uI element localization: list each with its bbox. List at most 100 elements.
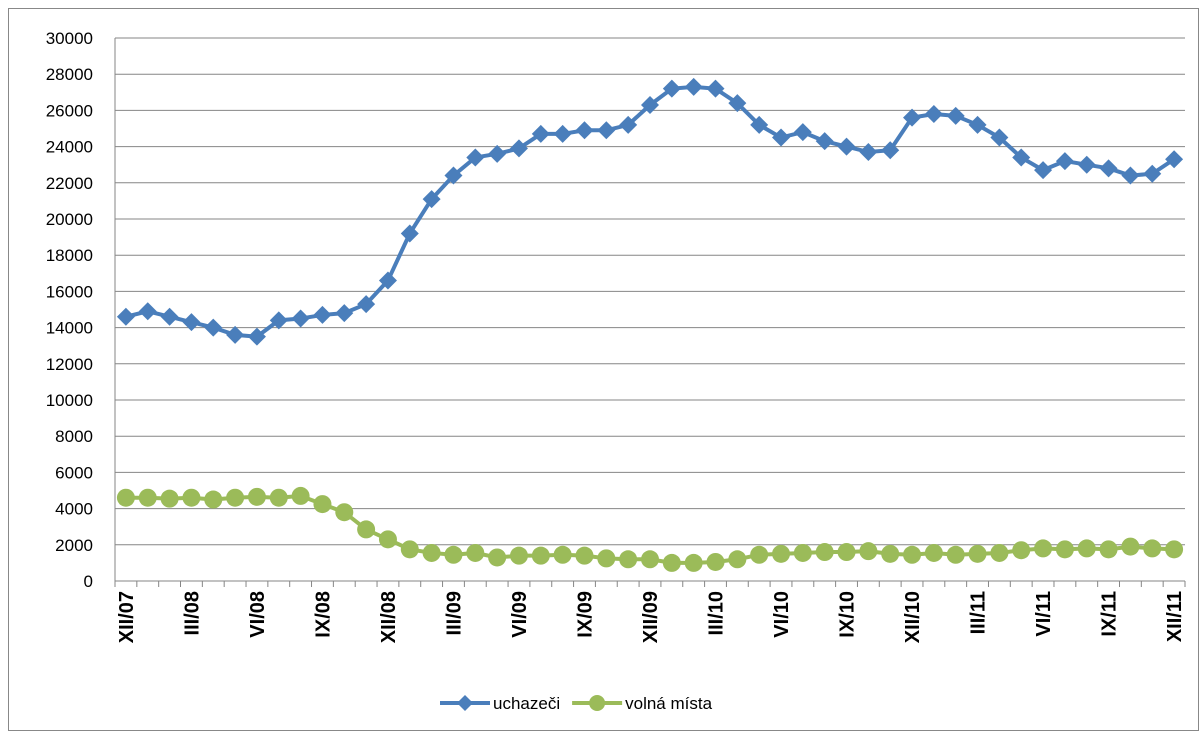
y-tick-label: 24000 — [46, 138, 93, 157]
y-tick-label: 30000 — [46, 29, 93, 48]
x-tick-label: IX/11 — [1099, 591, 1121, 637]
point — [597, 121, 616, 140]
point — [859, 542, 878, 561]
point — [247, 327, 266, 346]
point — [1055, 152, 1074, 171]
point — [903, 545, 922, 564]
x-tick-label: III/09 — [443, 591, 465, 635]
y-tick-label: 8000 — [55, 427, 93, 446]
y-tick-label: 18000 — [46, 246, 93, 265]
point — [466, 148, 485, 167]
y-tick-label: 28000 — [46, 65, 93, 84]
point — [946, 106, 965, 125]
point — [509, 139, 528, 158]
point — [684, 553, 703, 572]
point — [1055, 540, 1074, 559]
y-tick-label: 14000 — [46, 319, 93, 338]
point — [553, 545, 572, 564]
legend-marker — [457, 695, 473, 711]
point — [378, 530, 397, 549]
y-tick-label: 26000 — [46, 101, 93, 120]
point — [903, 108, 922, 127]
point — [335, 503, 354, 522]
point — [291, 486, 310, 505]
x-tick-label: XII/11 — [1164, 591, 1186, 642]
point — [1099, 540, 1118, 559]
point — [728, 550, 747, 569]
x-tick-label: XII/07 — [116, 591, 138, 643]
point — [422, 543, 441, 562]
point — [968, 115, 987, 134]
point — [1165, 150, 1184, 169]
legend-label: uchazeči — [493, 694, 560, 713]
point — [1077, 539, 1096, 558]
point — [116, 488, 135, 507]
y-tick-label: 4000 — [55, 500, 93, 519]
point — [1012, 148, 1031, 167]
x-tick-label: XII/10 — [902, 591, 924, 643]
point — [269, 488, 288, 507]
point — [313, 305, 332, 324]
point — [138, 302, 157, 321]
x-tick-label: VI/11 — [1033, 591, 1055, 637]
point — [990, 543, 1009, 562]
point — [619, 115, 638, 134]
legend-marker — [589, 695, 606, 711]
y-tick-label: 22000 — [46, 174, 93, 193]
point — [182, 488, 201, 507]
point — [357, 295, 376, 314]
y-tick-label: 10000 — [46, 391, 93, 410]
point — [772, 544, 791, 563]
point — [1099, 159, 1118, 178]
point — [924, 543, 943, 562]
x-tick-label: VI/10 — [771, 591, 793, 638]
point — [684, 77, 703, 96]
x-tick-label: IX/08 — [312, 591, 334, 638]
point — [291, 309, 310, 328]
point — [400, 224, 419, 243]
point — [968, 544, 987, 563]
point — [444, 545, 463, 564]
point — [313, 495, 332, 514]
point — [269, 311, 288, 330]
point — [881, 141, 900, 160]
point — [706, 79, 725, 98]
point — [357, 520, 376, 539]
y-tick-label: 16000 — [46, 282, 93, 301]
point — [226, 488, 245, 507]
y-tick-label: 12000 — [46, 355, 93, 374]
x-tick-label: III/08 — [181, 591, 203, 635]
point — [815, 132, 834, 151]
point — [182, 313, 201, 332]
point — [837, 137, 856, 156]
x-tick-label: VI/09 — [509, 591, 531, 638]
point — [553, 124, 572, 143]
legend-label: volná místa — [625, 694, 712, 713]
point — [859, 143, 878, 162]
point — [247, 487, 266, 506]
y-tick-label: 2000 — [55, 536, 93, 555]
point — [1121, 537, 1140, 556]
point — [1034, 161, 1053, 180]
point — [815, 543, 834, 562]
point — [641, 95, 659, 114]
point — [1143, 164, 1162, 183]
point — [204, 318, 223, 337]
point — [597, 549, 616, 568]
point — [641, 550, 659, 569]
point — [488, 548, 507, 567]
point — [509, 546, 528, 565]
point — [160, 307, 179, 326]
point — [575, 121, 594, 140]
point — [662, 553, 681, 572]
point — [575, 546, 594, 565]
point — [226, 325, 245, 344]
point — [1034, 539, 1053, 558]
point — [422, 190, 441, 209]
point — [378, 271, 397, 290]
point — [881, 544, 900, 563]
x-tick-label: III/10 — [706, 591, 728, 635]
point — [1143, 539, 1162, 558]
point — [335, 304, 354, 323]
